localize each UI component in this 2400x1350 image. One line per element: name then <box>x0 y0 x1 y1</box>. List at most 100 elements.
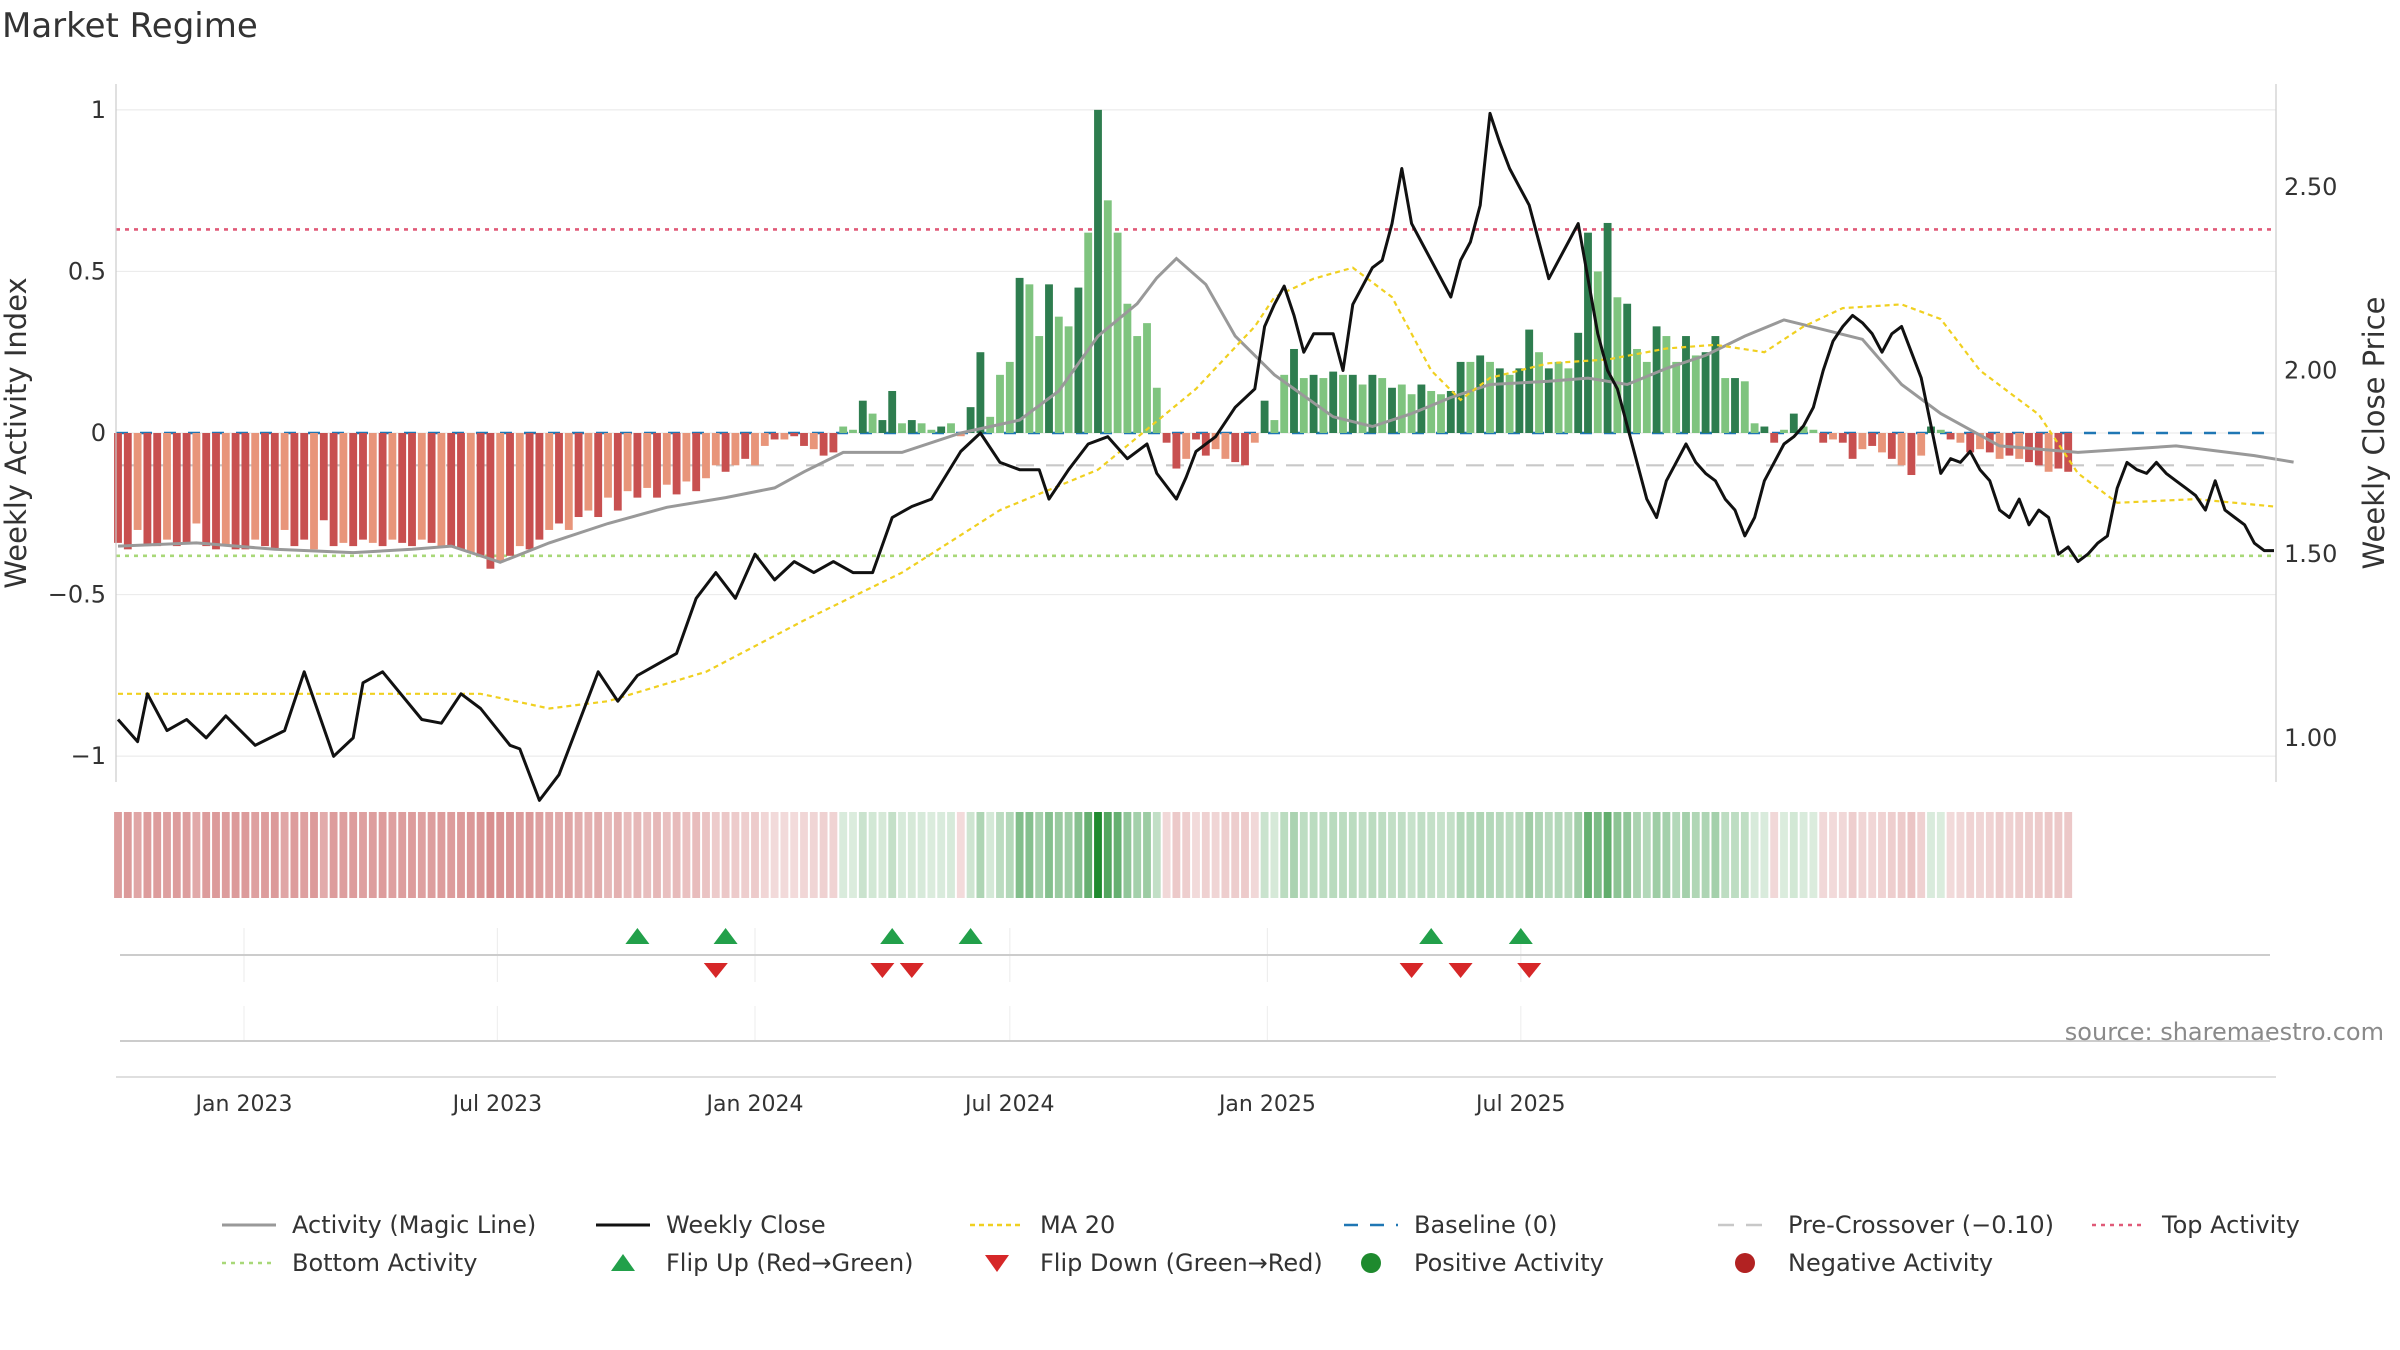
activity-bar <box>1476 355 1485 433</box>
regime-strip-cell <box>1113 812 1122 898</box>
activity-bar <box>604 433 612 498</box>
activity-bar <box>996 374 1004 433</box>
legend-label: MA 20 <box>1040 1211 1115 1239</box>
legend-swatch-flipup <box>611 1254 635 1271</box>
activity-bar <box>613 433 622 511</box>
activity-bar <box>1437 394 1445 433</box>
legend-item-baseline: Baseline (0) <box>1344 1211 1557 1239</box>
regime-strip-cell <box>1525 812 1534 898</box>
activity-bar <box>849 429 857 433</box>
y-left-tick-label: 0 <box>91 419 106 447</box>
regime-strip-cell <box>1211 812 1220 898</box>
lines-layer <box>116 111 2294 802</box>
legend-label: Pre-Crossover (−0.10) <box>1788 1211 2054 1239</box>
activity-bar <box>1829 433 1837 440</box>
regime-strip-cell <box>1691 812 1700 898</box>
regime-strip-cell <box>1397 812 1406 898</box>
legend-label: Flip Down (Green→Red) <box>1040 1249 1323 1277</box>
activity-bar <box>731 433 740 466</box>
activity-bar <box>1682 336 1690 433</box>
x-tick-label: Jan 2025 <box>1217 1092 1316 1117</box>
activity-bar <box>741 433 750 459</box>
regime-strip-cell <box>1809 812 1818 898</box>
regime-strip-cell <box>261 812 269 898</box>
regime-strip-cell <box>1358 812 1367 898</box>
regime-strip-cell <box>868 812 877 898</box>
activity-bar <box>1858 433 1867 450</box>
activity-bar <box>564 433 573 530</box>
activity-bar <box>770 433 779 440</box>
legend-label: Positive Activity <box>1414 1249 1604 1277</box>
flip-up-marker <box>1419 928 1444 944</box>
regime-strip-cell <box>613 812 622 898</box>
activity-bar <box>525 433 534 550</box>
regime-strip-cell <box>2025 812 2033 898</box>
regime-strip-cell <box>1270 812 1279 898</box>
x-tick-label: Jul 2024 <box>963 1092 1055 1117</box>
regime-strip-cell <box>721 812 730 898</box>
activity-bar <box>1348 374 1357 433</box>
axes-layer: 1 0.5 0 −0.5 −1 2.50 2.00 1.50 1.00 Weekly Activi… <box>0 84 2391 782</box>
regime-strip-cell <box>1701 812 1710 898</box>
activity-bar <box>1466 361 1475 433</box>
activity-bar <box>1848 433 1857 459</box>
legend-label: Baseline (0) <box>1414 1211 1557 1239</box>
activity-bar <box>398 433 407 543</box>
bars-layer <box>114 109 2073 569</box>
activity-bar <box>1731 378 1739 433</box>
regime-strip-cell <box>1946 812 1955 898</box>
regime-strip-cell <box>457 812 465 898</box>
regime-strip-cell <box>1437 812 1445 898</box>
regime-strip-cell <box>692 812 701 898</box>
activity-bar <box>133 433 142 530</box>
regime-strip-cell <box>1378 812 1387 898</box>
activity-bar <box>1887 433 1896 459</box>
regime-strip-cell <box>2044 812 2053 898</box>
activity-bar <box>1544 368 1553 433</box>
regime-strip-cell <box>1995 812 2004 898</box>
activity-bar <box>427 433 436 543</box>
x-axis-layer: Jan 2023 Jul 2023 Jan 2024 Jul 2024 Jan 2025… <box>116 1006 2276 1117</box>
activity-bar <box>1623 303 1632 433</box>
regime-strip-cell <box>1976 812 1984 898</box>
activity-bar <box>966 407 975 433</box>
activity-bar <box>692 433 701 492</box>
regime-strip-cell <box>1025 812 1034 898</box>
regime-strip-cell <box>1290 812 1298 898</box>
activity-bar <box>368 433 377 543</box>
regime-strip-cell <box>1280 812 1289 898</box>
regime-strip-cell <box>466 812 475 898</box>
regime-strip-cell <box>515 812 524 898</box>
y-left-axis-label: Weekly Activity Index <box>0 277 33 588</box>
activity-bar <box>1564 368 1573 433</box>
activity-bar <box>1868 433 1877 446</box>
regime-strip-cell <box>1133 812 1142 898</box>
regime-strip-cell <box>1819 812 1828 898</box>
regime-strip-cell <box>1535 812 1543 898</box>
regime-strip-cell <box>1329 812 1338 898</box>
regime-strip-cell <box>555 812 563 898</box>
flip-up-marker <box>958 928 983 944</box>
x-tick-label: Jan 2023 <box>194 1092 293 1117</box>
regime-strip-cell <box>231 812 240 898</box>
regime-strip-cell <box>1652 812 1661 898</box>
regime-strip-cell <box>1544 812 1553 898</box>
legend-item-pos: Positive Activity <box>1361 1249 1604 1277</box>
regime-strip-cell <box>760 812 769 898</box>
regime-strip-cell <box>947 812 955 898</box>
activity-bar <box>1162 433 1171 443</box>
flip-up-marker <box>1508 928 1533 944</box>
flip-down-marker <box>703 963 728 978</box>
regime-strip-cell <box>251 812 260 898</box>
regime-strip-cell <box>1750 812 1759 898</box>
regime-strip-cell <box>702 812 710 898</box>
legend-swatch-pos <box>1361 1253 1381 1273</box>
regime-strip-cell <box>986 812 995 898</box>
legend-item-bottom: Bottom Activity <box>222 1249 477 1277</box>
activity-bar <box>1613 297 1622 433</box>
activity-bar <box>819 433 828 456</box>
regime-strip-cell <box>1985 812 1994 898</box>
activity-bar <box>633 433 642 498</box>
regime-strip-cell <box>437 812 446 898</box>
regime-strip-cell <box>143 812 152 898</box>
